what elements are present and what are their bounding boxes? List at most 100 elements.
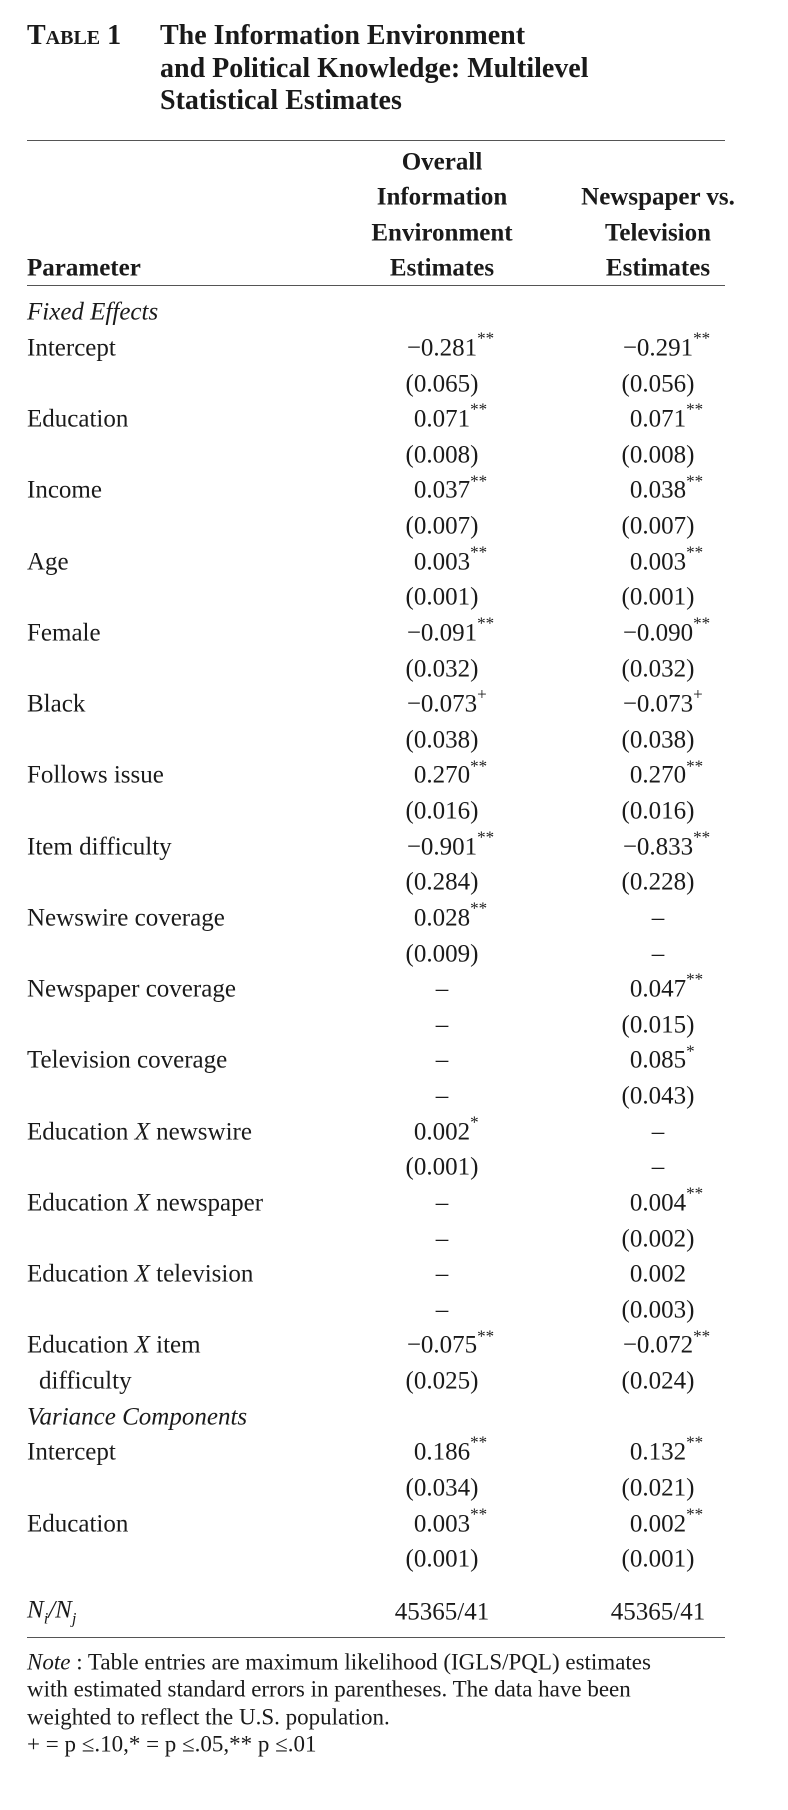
significance-note: + = p ≤.10,* = p ≤.05,** p ≤.01 bbox=[27, 1731, 317, 1757]
n-label: Ni/Nj bbox=[27, 1597, 76, 1626]
estimate-value: −0.090 bbox=[622, 619, 694, 647]
row-label: Item difficulty bbox=[27, 834, 172, 859]
standard-error: (0.021) bbox=[621, 1474, 695, 1502]
estimate: 0.270 ** bbox=[630, 757, 703, 788]
note-line: Note : Table entries are maximum likelih… bbox=[27, 1651, 651, 1674]
standard-error: – bbox=[435, 1225, 449, 1253]
estimate: 0.002 ** bbox=[629, 1505, 703, 1538]
row-label: Television coverage bbox=[27, 1048, 227, 1073]
estimate: 0.186 ** bbox=[414, 1434, 487, 1465]
estimate: – bbox=[652, 1119, 665, 1144]
n-sub: i bbox=[43, 1609, 49, 1628]
row-label: Education X newswire bbox=[27, 1119, 252, 1144]
estimate-value: −0.281 bbox=[406, 334, 478, 362]
significance-marker: ** bbox=[470, 756, 488, 776]
standard-error: (0.038) bbox=[621, 726, 695, 754]
significance-marker: ** bbox=[686, 969, 704, 989]
estimate-value: 0.002 bbox=[629, 1510, 687, 1538]
standard-error: (0.001) bbox=[621, 1545, 695, 1573]
standard-error: (0.016) bbox=[621, 797, 695, 825]
standard-error: (0.001) bbox=[405, 1545, 479, 1573]
standard-error: (0.032) bbox=[405, 655, 479, 683]
estimate-value: – bbox=[651, 904, 665, 932]
significance-marker: ** bbox=[686, 1504, 704, 1524]
significance-marker: ** bbox=[470, 1432, 488, 1452]
estimate-value: 0.002 bbox=[629, 1260, 687, 1288]
standard-error: (0.001) bbox=[405, 583, 479, 611]
estimate-value: 0.003 bbox=[413, 548, 471, 576]
estimate: 0.037 ** bbox=[413, 472, 487, 504]
significance-marker: ** bbox=[686, 542, 704, 562]
column-header: Environment bbox=[371, 219, 513, 247]
label-text: Education bbox=[27, 1331, 129, 1359]
row-label: Education bbox=[27, 1511, 128, 1536]
label-connector: X bbox=[134, 1189, 150, 1217]
header-parameter: Parameter bbox=[27, 254, 141, 282]
estimate-value: 0.071 bbox=[629, 405, 687, 433]
estimate-value: −0.833 bbox=[622, 833, 694, 861]
estimate: −0.090 ** bbox=[622, 615, 710, 647]
label-text: Newswire coverage bbox=[27, 904, 225, 932]
row-label: Female bbox=[27, 620, 101, 645]
title-line: and Political Knowledge: Multilevel bbox=[160, 52, 589, 84]
estimate-value: 0.002 bbox=[413, 1118, 471, 1146]
rule bbox=[27, 140, 725, 142]
standard-error: (0.015) bbox=[621, 1011, 695, 1039]
n-value: 45365/41 bbox=[610, 1598, 706, 1626]
significance-marker: ** bbox=[686, 399, 704, 419]
n-base: N bbox=[55, 1596, 72, 1624]
estimate: −0.073 + bbox=[623, 686, 703, 717]
title-line: Statistical Estimates bbox=[160, 85, 402, 117]
label-text: Television coverage bbox=[27, 1046, 228, 1074]
standard-error: (0.284) bbox=[405, 868, 479, 896]
estimate-value: – bbox=[435, 1260, 449, 1288]
column-header: Estimates bbox=[389, 254, 495, 282]
estimate-value: – bbox=[435, 1189, 449, 1217]
standard-error: (0.025) bbox=[405, 1367, 479, 1395]
label-end: newswire bbox=[156, 1118, 252, 1146]
estimate-value: 0.085 bbox=[629, 1046, 687, 1074]
estimate-value: −0.073 bbox=[406, 690, 478, 718]
estimate: 0.003 ** bbox=[413, 543, 487, 576]
standard-error: – bbox=[651, 940, 665, 968]
significance-marker: ** bbox=[686, 471, 704, 491]
n-sub: j bbox=[71, 1609, 77, 1628]
note-text: : Table entries are maximum likelihood (… bbox=[70, 1649, 651, 1675]
label-text: Newspaper coverage bbox=[27, 975, 236, 1003]
table-label: Table 1 bbox=[27, 20, 122, 52]
estimate-value: 0.003 bbox=[629, 548, 687, 576]
estimate-value: −0.901 bbox=[406, 833, 478, 861]
significance-marker: ** bbox=[470, 399, 488, 419]
column-header: Newspaper vs. bbox=[581, 183, 735, 211]
estimate: 0.038 ** bbox=[630, 472, 703, 503]
estimate: 0.003 ** bbox=[414, 1505, 487, 1536]
significance-marker: + bbox=[693, 684, 703, 704]
standard-error: (0.065) bbox=[405, 370, 479, 398]
row-label: Age bbox=[27, 549, 69, 574]
estimate-value: −0.091 bbox=[406, 619, 478, 647]
significance-marker: ** bbox=[686, 756, 704, 776]
estimate: 0.071 ** bbox=[414, 401, 487, 432]
estimate-value: 0.037 bbox=[413, 476, 471, 504]
estimate: – bbox=[436, 1048, 449, 1073]
column-header: Information bbox=[376, 183, 508, 211]
estimate: – bbox=[436, 977, 449, 1002]
estimate: −0.281 ** bbox=[406, 330, 494, 362]
standard-error: (0.038) bbox=[405, 726, 479, 754]
significance-marker: * bbox=[470, 1112, 479, 1132]
estimate: −0.073 + bbox=[406, 686, 487, 718]
standard-error: (0.016) bbox=[405, 797, 479, 825]
significance-marker: + bbox=[477, 684, 487, 704]
estimate: −0.075 ** bbox=[407, 1327, 494, 1358]
estimate: 0.002 bbox=[630, 1262, 686, 1287]
estimate: 0.028 ** bbox=[414, 900, 487, 931]
standard-error: (0.001) bbox=[405, 1153, 479, 1181]
estimate-value: 0.047 bbox=[629, 975, 687, 1003]
row-label: Education X newspaper bbox=[27, 1190, 263, 1215]
label-end: item bbox=[156, 1331, 201, 1359]
label-end: newspaper bbox=[156, 1189, 264, 1217]
significance-marker: ** bbox=[470, 542, 488, 562]
estimate: 0.270 ** bbox=[414, 757, 487, 788]
label-connector: X bbox=[134, 1331, 150, 1359]
